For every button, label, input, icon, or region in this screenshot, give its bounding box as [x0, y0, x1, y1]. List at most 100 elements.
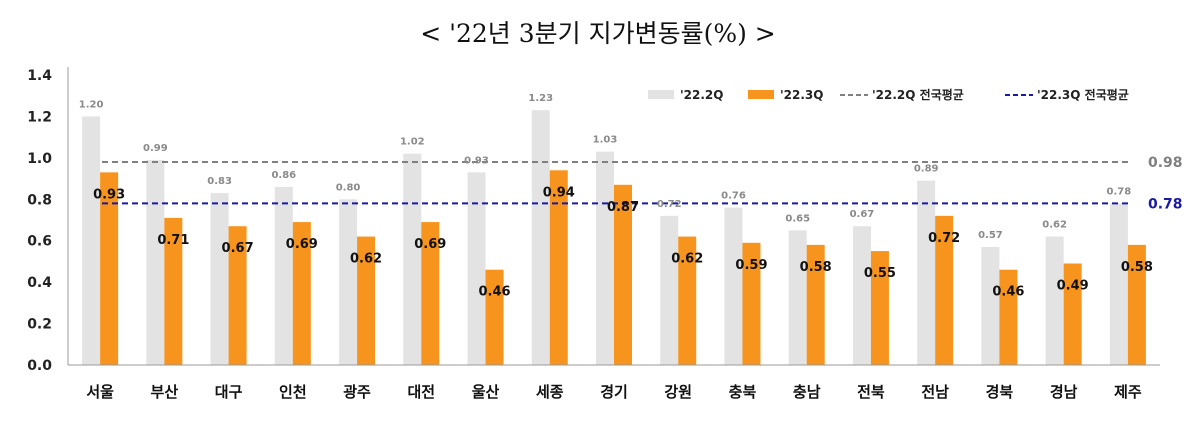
bar-label-22-2q: 0.78 [1107, 186, 1132, 197]
bar-label-22-2q: 0.80 [336, 182, 361, 193]
bar-22-2q [1045, 236, 1064, 365]
bar-label-22-2q: 0.89 [914, 164, 939, 175]
bar-22-2q [146, 159, 165, 365]
bar-22-2q [788, 230, 807, 365]
y-tick-label: 0.2 [27, 317, 52, 333]
bar-22-3q [1063, 263, 1082, 365]
bar-label-22-3q: 0.72 [928, 231, 960, 246]
bar-22-2q [210, 193, 229, 365]
bar-22-2q [274, 186, 293, 365]
bar-label-22-3q: 0.94 [543, 185, 575, 200]
bar-label-22-3q: 0.93 [93, 187, 125, 202]
bar-22-2q [82, 116, 101, 365]
legend-label: '22.2Q [680, 88, 723, 102]
bar-label-22-3q: 0.58 [800, 260, 832, 275]
bar-22-3q [421, 222, 440, 365]
bar-label-22-3q: 0.58 [1121, 260, 1153, 275]
bar-label-22-3q: 0.87 [607, 200, 639, 215]
y-tick-label: 1.4 [27, 68, 52, 84]
category-label: 강원 [664, 383, 692, 401]
y-axis: 0.0 0.2 0.4 0.6 0.8 1.0 1.2 1.4 [27, 67, 69, 374]
category-label: 서울 [86, 383, 114, 401]
bar-22-3q [678, 236, 697, 365]
category-label: 제주 [1114, 383, 1142, 401]
bar-22-2q [660, 215, 679, 365]
legend-swatch [648, 90, 674, 99]
bar-22-3q [100, 172, 119, 365]
reference-line-label: 0.78 [1148, 196, 1183, 212]
bar-label-22-2q: 0.57 [978, 230, 1003, 241]
category-label: 울산 [472, 383, 500, 401]
bar-label-22-2q: 1.02 [400, 137, 425, 148]
y-tick-label: 0.8 [27, 192, 52, 208]
bar-label-22-2q: 0.86 [271, 170, 296, 181]
y-tick-label: 0.6 [27, 234, 52, 250]
category-label: 전남 [921, 383, 949, 401]
bar-label-22-3q: 0.55 [864, 266, 896, 281]
bar-22-3q [742, 242, 761, 365]
bar-22-2q [596, 151, 614, 365]
bar-22-2q [981, 246, 1000, 365]
bar-22-3q [1127, 244, 1146, 365]
legend-label: '22.3Q 전국평균 [1037, 87, 1129, 102]
y-tick-label: 1.2 [27, 109, 52, 125]
category-label: 세종 [536, 383, 564, 401]
bar-22-3q [485, 269, 504, 365]
y-tick-label: 1.0 [27, 151, 52, 167]
bar-22-2q [467, 172, 486, 365]
bar-22-3q [999, 269, 1018, 365]
bar-label-22-3q: 0.46 [478, 285, 510, 300]
y-tick-label: 0.0 [27, 358, 52, 374]
bar-label-22-2q: 0.99 [143, 143, 168, 154]
bars [82, 110, 1146, 365]
legend-swatch [748, 90, 774, 99]
category-label: 전북 [857, 383, 885, 401]
reference-lines: 0.98 0.78 [102, 155, 1183, 212]
y-tick-label: 0.4 [27, 275, 52, 291]
bar-label-22-2q: 1.03 [593, 135, 618, 146]
legend-label: '22.3Q [780, 88, 823, 102]
reference-line-label: 0.98 [1148, 155, 1183, 171]
x-axis: 서울 부산 대구 인천 광주 대전 울산 세종 경기 강원 충북 충남 전북 전남 경북 경남 제주 [68, 364, 1160, 401]
bar-label-22-2q: 0.62 [1042, 220, 1067, 231]
bar-22-2q [531, 110, 550, 365]
category-label: 충북 [729, 383, 757, 401]
bar-label-22-2q: 0.83 [207, 176, 232, 187]
category-label: 부산 [151, 383, 179, 401]
category-label: 경남 [1050, 383, 1078, 401]
bar-22-3q [806, 244, 825, 365]
bar-22-2q [917, 180, 936, 365]
bar-label-22-2q: 0.72 [657, 199, 682, 210]
legend: '22.2Q '22.3Q '22.2Q 전국평균 '22.3Q 전국평균 [648, 87, 1129, 102]
bar-22-3q [549, 170, 568, 365]
category-label: 광주 [343, 383, 371, 401]
category-label: 경북 [986, 383, 1014, 401]
bar-22-2q [1109, 203, 1128, 365]
bar-22-3q [935, 215, 954, 365]
bar-22-2q [852, 226, 871, 365]
bar-22-3q [164, 217, 183, 365]
bar-label-22-3q: 0.49 [1057, 279, 1089, 294]
category-label: 대구 [215, 383, 243, 401]
bar-label-22-2q: 0.76 [721, 191, 746, 202]
category-label: 대전 [407, 383, 435, 401]
category-label: 인천 [279, 383, 307, 401]
chart-title: < '22년 3분기 지가변동률(%) > [420, 19, 776, 48]
bar-22-3q [357, 236, 376, 365]
bar-22-3q [228, 226, 247, 365]
bar-22-2q [724, 207, 743, 365]
bar-label-22-3q: 0.69 [414, 237, 446, 252]
bar-label-22-2q: 1.20 [79, 99, 104, 110]
bar-label-22-2q: 0.93 [464, 155, 489, 166]
bar-22-3q [870, 251, 889, 365]
bar-label-22-2q: 0.67 [850, 209, 875, 220]
bar-label-22-3q: 0.59 [735, 258, 767, 273]
bar-22-2q [403, 153, 422, 365]
category-label: 경기 [600, 383, 628, 401]
category-label: 충남 [793, 383, 821, 401]
bar-label-22-3q: 0.62 [671, 252, 703, 267]
bar-22-2q [339, 199, 358, 365]
bar-label-22-2q: 0.65 [785, 213, 810, 224]
value-labels: 1.20 0.93 0.99 0.71 0.83 0.67 0.86 0.69 0.80 0.62… [79, 93, 1153, 300]
